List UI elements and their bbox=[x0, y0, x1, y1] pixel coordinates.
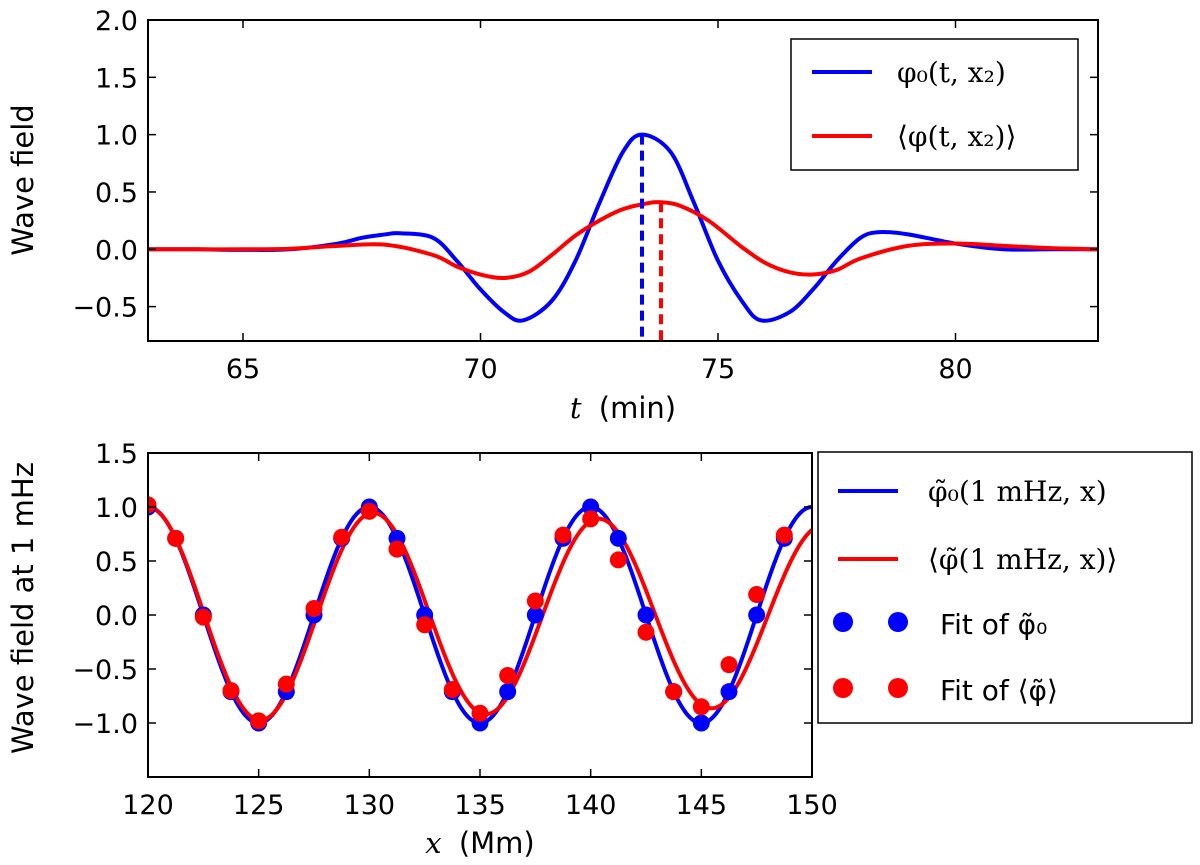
bottom-plot-lines bbox=[148, 496, 812, 732]
bottom-fit-point-3-2 bbox=[194, 608, 212, 626]
bottom-ytick-label-3: 0.0 bbox=[95, 601, 138, 632]
bottom-ticks: 120 125 130 135 140 145 150 1.5 1.0 0.5 0.0 −0.5 −1.… bbox=[72, 439, 837, 821]
bottom-fit-point-3-5 bbox=[277, 675, 295, 693]
bottom-legend-label-red-fit: Fit of ⟨φ̃⟩ bbox=[940, 674, 1058, 707]
top-series-line-1 bbox=[148, 200, 1098, 280]
top-ytick-label-1: 1.5 bbox=[95, 63, 138, 94]
bottom-fit-point-3-10 bbox=[416, 616, 434, 634]
bottom-fit-point-3-12 bbox=[471, 704, 489, 722]
bottom-series-line-1 bbox=[148, 505, 812, 723]
top-axes-frame bbox=[147, 19, 1099, 342]
top-ticks: 65 70 75 80 2.0 1.5 1.0 0.5 0.0 −0.5 bbox=[72, 6, 1098, 385]
bottom-legend-label-red-line: ⟨φ̃(1 mHz, x)⟩ bbox=[928, 543, 1117, 576]
bottom-fit-point-3-18 bbox=[637, 623, 655, 641]
bottom-xlabel-var: x bbox=[425, 826, 441, 860]
top-xtick-label-3: 80 bbox=[938, 354, 972, 385]
top-ytick-label-5: −0.5 bbox=[72, 293, 138, 324]
top-panel: 65 70 75 80 2.0 1.5 1.0 0.5 0.0 −0.5 Wave field t… bbox=[6, 6, 1099, 425]
bottom-xlabel-unit: (Mm) bbox=[459, 826, 535, 860]
bottom-legend-label-blue-fit: Fit of φ̃₀ bbox=[940, 608, 1047, 641]
bottom-fit-point-3-21 bbox=[720, 656, 738, 674]
top-xtick-label-0: 65 bbox=[226, 354, 260, 385]
bottom-fit-point-2-13 bbox=[499, 683, 517, 701]
bottom-ytick-label-0: 1.5 bbox=[95, 439, 138, 470]
bottom-fit-point-2-14 bbox=[526, 606, 544, 624]
bottom-legend-swatch-red-dot-2 bbox=[888, 678, 908, 698]
bottom-ylabel: Wave field at 1 mHz bbox=[6, 462, 40, 754]
bottom-legend-swatch-blue-dot-1 bbox=[833, 612, 853, 632]
bottom-xtick-label-1: 125 bbox=[233, 790, 285, 821]
top-legend-label-blue: φ₀(t, x₂) bbox=[897, 56, 1006, 89]
bottom-legend-swatch-red-dot-1 bbox=[833, 678, 853, 698]
bottom-ytick-label-2: 0.5 bbox=[95, 547, 138, 578]
top-xlabel-unit: (min) bbox=[599, 391, 676, 425]
bottom-fit-point-3-7 bbox=[333, 528, 351, 546]
bottom-ytick-label-5: −1.0 bbox=[72, 709, 138, 740]
bottom-fit-point-3-20 bbox=[692, 698, 710, 716]
top-ytick-label-4: 0.0 bbox=[95, 235, 138, 266]
top-legend: φ₀(t, x₂) ⟨φ(t, x₂)⟩ bbox=[790, 38, 1079, 171]
bottom-fit-point-2-17 bbox=[609, 529, 627, 547]
bottom-xtick-label-5: 145 bbox=[676, 790, 728, 821]
bottom-xlabel: x (Mm) bbox=[425, 826, 534, 860]
bottom-fit-point-3-4 bbox=[250, 712, 268, 730]
bottom-series-line-0 bbox=[148, 505, 812, 726]
bottom-fit-point-2-18 bbox=[637, 606, 655, 624]
bottom-fit-point-2-21 bbox=[720, 683, 738, 701]
bottom-fit-point-3-14 bbox=[526, 592, 544, 610]
bottom-fit-point-3-17 bbox=[609, 551, 627, 569]
top-legend-box bbox=[790, 38, 1079, 171]
bottom-xtick-label-0: 120 bbox=[122, 790, 174, 821]
bottom-fit-point-3-19 bbox=[665, 683, 683, 701]
bottom-fit-point-3-6 bbox=[305, 600, 323, 618]
bottom-fit-point-2-22 bbox=[748, 606, 766, 624]
bottom-legend: φ̃₀(1 mHz, x) ⟨φ̃(1 mHz, x)⟩ Fit of φ̃₀ … bbox=[817, 451, 1193, 724]
bottom-xtick-label-3: 135 bbox=[454, 790, 506, 821]
bottom-ytick-label-1: 1.0 bbox=[95, 493, 138, 524]
top-xlabel: t (min) bbox=[570, 391, 676, 425]
bottom-fit-point-3-1 bbox=[167, 529, 185, 547]
top-series-line-0 bbox=[148, 132, 1098, 323]
bottom-fit-point-3-8 bbox=[360, 502, 378, 520]
top-plot-lines bbox=[148, 132, 1098, 341]
bottom-fit-point-2-16 bbox=[582, 498, 600, 516]
bottom-fit-point-3-15 bbox=[554, 526, 572, 544]
bottom-fit-point-3-16 bbox=[582, 510, 600, 528]
bottom-clip-group bbox=[148, 496, 812, 732]
bottom-legend-swatch-blue-dot-2 bbox=[888, 612, 908, 632]
bottom-fit-point-3-0 bbox=[148, 496, 157, 514]
bottom-fit-point-3-11 bbox=[443, 681, 461, 699]
bottom-xtick-label-2: 130 bbox=[344, 790, 396, 821]
top-legend-label-red: ⟨φ(t, x₂)⟩ bbox=[897, 120, 1016, 153]
top-clip-group bbox=[148, 132, 1098, 341]
bottom-legend-box bbox=[817, 451, 1193, 724]
top-xtick-label-2: 75 bbox=[701, 354, 735, 385]
top-xlabel-var: t bbox=[570, 391, 582, 425]
bottom-fit-point-3-23 bbox=[775, 526, 793, 544]
top-xtick-label-1: 70 bbox=[463, 354, 497, 385]
top-ytick-label-2: 1.0 bbox=[95, 121, 138, 152]
bottom-fit-point-3-3 bbox=[222, 682, 240, 700]
bottom-fit-point-2-20 bbox=[692, 714, 710, 732]
bottom-fit-point-3-22 bbox=[748, 585, 766, 603]
bottom-panel: 120 125 130 135 140 145 150 1.5 1.0 0.5 0.0 −0.5 −1.… bbox=[6, 439, 1193, 860]
bottom-fit-point-3-9 bbox=[388, 540, 406, 558]
top-ytick-label-0: 2.0 bbox=[95, 6, 138, 37]
bottom-fit-point-3-13 bbox=[499, 666, 517, 684]
top-ytick-label-3: 0.5 bbox=[95, 178, 138, 209]
top-ylabel: Wave field bbox=[6, 104, 40, 255]
bottom-xtick-label-6: 150 bbox=[786, 790, 838, 821]
bottom-xtick-label-4: 140 bbox=[565, 790, 617, 821]
bottom-legend-label-blue-line: φ̃₀(1 mHz, x) bbox=[928, 475, 1107, 508]
bottom-ytick-label-4: −0.5 bbox=[72, 655, 138, 686]
